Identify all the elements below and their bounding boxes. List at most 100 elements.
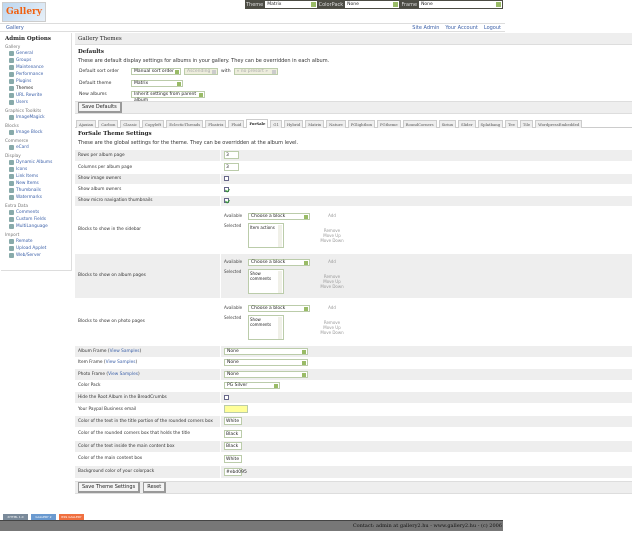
tab-wordpressembedded[interactable]: WordpressEmbedded (535, 119, 583, 128)
default-theme-select[interactable]: Matrix (131, 79, 183, 87)
move-up-button[interactable]: Move Up (323, 233, 341, 238)
tab-ajaxian[interactable]: Ajaxian (76, 119, 97, 128)
album-owners-checkbox[interactable] (224, 187, 229, 192)
save-theme-settings-button[interactable]: Save Theme Settings (78, 481, 141, 493)
your-account-link[interactable]: Your Account (445, 25, 478, 31)
cols-value-field[interactable]: 3 (224, 163, 239, 171)
add-button[interactable]: Add (328, 305, 336, 310)
sidebar-item-imagemagick[interactable]: ImageMagick (5, 114, 67, 121)
c5-field[interactable]: #ebd095 (224, 467, 247, 476)
sidebar-item-users[interactable]: Users (5, 99, 67, 106)
sort-direction-select[interactable]: Ascending (184, 68, 218, 76)
sidebar-item-multilanguage[interactable]: MultiLanguage (5, 223, 67, 230)
available-blocks-select[interactable]: Choose a block (248, 213, 310, 220)
rss-badge[interactable]: RSS GALLERY (59, 514, 84, 520)
c3-field[interactable]: Black (224, 442, 242, 450)
sort-order-select[interactable]: Manual sort order (131, 68, 181, 76)
tab-pglightbox[interactable]: PGlightbox (347, 119, 375, 128)
sidebar-item-thumbnails[interactable]: Thumbnails (5, 187, 67, 194)
tab-roundcorners[interactable]: RoundCorners (402, 119, 437, 128)
sidebar-item-maintenance[interactable]: Maintenance (5, 64, 67, 71)
c2-field[interactable]: Black (224, 429, 242, 438)
remove-button[interactable]: Remove (323, 320, 341, 325)
tab-nature[interactable]: Nature (326, 119, 346, 128)
xhtml-badge[interactable]: XHTML 1.0 (3, 514, 28, 520)
tab-fluid[interactable]: Fluid (228, 119, 245, 128)
logout-link[interactable]: Logout (483, 25, 501, 31)
tab-floatrix[interactable]: Floatrix (205, 119, 227, 128)
add-button[interactable]: Add (328, 213, 336, 218)
new-albums-select[interactable]: Inherit settings from parent album (131, 91, 205, 103)
move-up-button[interactable]: Move Up (323, 279, 341, 284)
rows-value-field[interactable]: 3 (224, 151, 239, 159)
paypal-field[interactable] (224, 405, 248, 413)
sidebar-item-web-server[interactable]: Web/Server (5, 252, 67, 259)
view-samples-link[interactable]: View Samples (108, 371, 138, 377)
move-down-button[interactable]: Move Down (320, 238, 344, 243)
tab-carbon[interactable]: Carbon (98, 119, 119, 128)
frame-select[interactable]: None (419, 1, 502, 8)
sidebar-item-watermarks[interactable]: Watermarks (5, 194, 67, 201)
move-down-button[interactable]: Move Down (320, 284, 344, 289)
available-blocks-select[interactable]: Choose a block (248, 305, 310, 312)
reset-button[interactable]: Reset (143, 481, 167, 493)
sidebar-item-themes[interactable]: Themes (5, 85, 67, 92)
site-admin-link[interactable]: Site Admin (412, 25, 440, 31)
sidebar-item-groups[interactable]: Groups (5, 57, 67, 64)
sidebar-item-link-items[interactable]: Link Items (5, 173, 67, 180)
tab-matrix[interactable]: Matrix (305, 119, 325, 128)
sidebar-item-url-rewrite[interactable]: URL Rewrite (5, 92, 67, 99)
theme-select[interactable]: Matrix (265, 1, 317, 8)
move-up-button[interactable]: Move Up (323, 325, 341, 330)
sidebar-item-performance[interactable]: Performance (5, 71, 67, 78)
move-down-button[interactable]: Move Down (320, 330, 344, 335)
save-defaults-button[interactable]: Save Defaults (78, 101, 122, 113)
sidebar-blocks-list[interactable]: Item actions (248, 223, 284, 248)
tab-pgtheme[interactable]: PGtheme (376, 119, 401, 128)
view-samples-link[interactable]: View Samples (109, 348, 140, 354)
tab-hybrid[interactable]: Hybrid (283, 119, 304, 128)
img-owners-checkbox[interactable] (224, 176, 229, 181)
tab-tile[interactable]: Tile (519, 119, 534, 128)
album-frame-select[interactable]: None (224, 347, 308, 355)
gallery-logo[interactable]: Gallery (2, 2, 46, 22)
tab-g1[interactable]: G1 (270, 119, 282, 128)
gallery-badge[interactable]: GALLERY 2 (31, 514, 56, 520)
presort-select[interactable]: « no presort » (233, 68, 278, 76)
tab-eclecticthreads[interactable]: EclecticThreads (166, 119, 204, 128)
album-blocks-list[interactable]: Show comments (248, 269, 284, 294)
breadcrumb-gallery[interactable]: Gallery (6, 25, 24, 31)
micro-checkbox[interactable] (224, 198, 229, 203)
sidebar-item-upload-applet[interactable]: Upload Applet (5, 245, 67, 252)
colorpack-select[interactable]: PG Silver (224, 382, 280, 389)
available-blocks-select[interactable]: Choose a block (248, 259, 310, 266)
colorpack-select[interactable]: None (345, 1, 400, 8)
tab-classic[interactable]: Classic (120, 119, 141, 128)
sidebar-item-comments[interactable]: Comments (5, 209, 67, 216)
remove-button[interactable]: Remove (323, 228, 341, 233)
tab-copyleft[interactable]: Copyleft (142, 119, 165, 128)
sidebar-item-image-block[interactable]: Image Block (5, 129, 67, 136)
tab-tee[interactable]: Tee (505, 119, 518, 128)
sidebar-item-ecard[interactable]: eCard (5, 144, 67, 151)
photo-frame-select[interactable]: None (224, 370, 308, 378)
view-samples-link[interactable]: View Samples (105, 360, 136, 365)
sidebar-item-general[interactable]: General (5, 50, 67, 57)
tab-splatbang[interactable]: Splatbang (477, 119, 504, 128)
hide-root-checkbox[interactable] (224, 394, 229, 400)
item-frame-select[interactable]: None (224, 359, 308, 366)
photo-blocks-list[interactable]: Show comments (248, 315, 284, 340)
remove-button[interactable]: Remove (323, 274, 341, 279)
tab-slider[interactable]: Slider (458, 119, 476, 128)
c1-field[interactable]: White (224, 417, 242, 425)
sidebar-item-remote[interactable]: Remote (5, 238, 67, 245)
sidebar-item-new-items[interactable]: New Items (5, 180, 67, 187)
sidebar-item-dynamic-albums[interactable]: Dynamic Albums (5, 159, 67, 166)
sidebar-item-custom-fields[interactable]: Custom Fields (5, 216, 67, 223)
add-button[interactable]: Add (328, 259, 336, 264)
sidebar-item-icons[interactable]: Icons (5, 166, 67, 173)
tab-forsale[interactable]: ForSale (246, 118, 269, 128)
c4-field[interactable]: White (224, 454, 242, 463)
sidebar-item-plugins[interactable]: Plugins (5, 78, 67, 85)
tab-siriux[interactable]: Siriux (438, 119, 457, 128)
